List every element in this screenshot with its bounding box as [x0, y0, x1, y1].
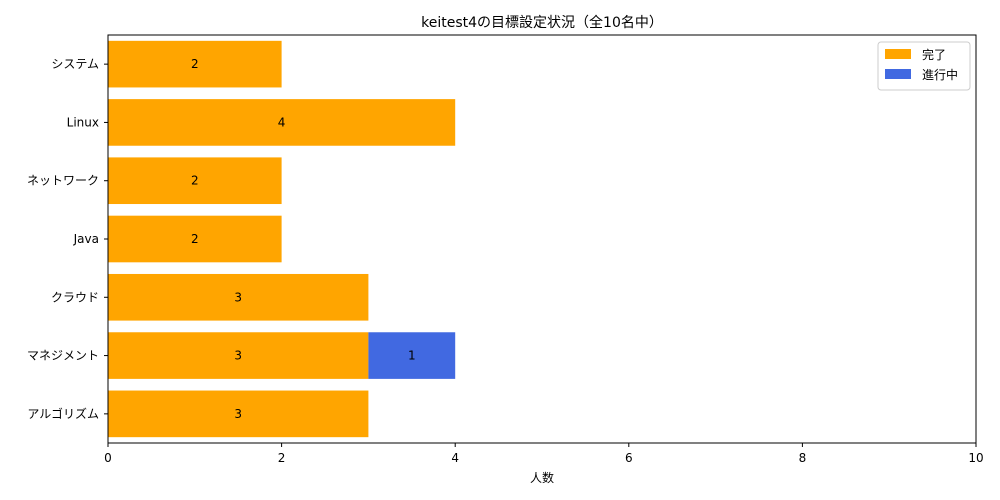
y-tick-label: クラウド: [51, 290, 99, 304]
bar-completed-4: [108, 273, 369, 321]
legend-label-in-progress: 進行中: [922, 67, 958, 82]
bars-group: [108, 40, 456, 438]
legend-swatch-in-progress: [885, 69, 911, 79]
bar-completed-3: [108, 215, 282, 263]
bar-completed-5: [108, 332, 369, 379]
x-tick-label: 6: [625, 451, 633, 465]
bar-value-label: 2: [191, 232, 199, 246]
bar-completed-0: [108, 40, 282, 88]
legend-swatch-completed: [885, 49, 911, 59]
x-axis-label: 人数: [530, 470, 554, 485]
x-tick-label: 8: [799, 451, 807, 465]
y-tick-label: アルゴリズム: [27, 406, 99, 421]
y-tick-label: Linux: [67, 115, 99, 129]
bar-value-label: 4: [278, 115, 286, 129]
bar-completed-6: [108, 390, 369, 438]
bar-in-progress-5: [368, 332, 456, 379]
bar-labels-group: 2 4 2 2 3 3 1 3: [191, 57, 416, 421]
bar-value-label: 3: [234, 290, 242, 304]
x-tick-label: 4: [451, 451, 459, 465]
x-tick-label: 0: [104, 451, 112, 465]
y-tick-label: Java: [73, 232, 99, 246]
chart-title: keitest4の目標設定状況（全10名中）: [421, 14, 663, 31]
y-tick-label: ネットワーク: [27, 174, 99, 188]
bar-value-label: 2: [191, 174, 199, 188]
plot-frame: [107, 34, 977, 444]
bar-value-label: 3: [234, 349, 242, 363]
y-tick-label: マネジメント: [27, 349, 99, 363]
x-tick-label: 10: [968, 451, 983, 465]
x-tick-label: 2: [278, 451, 286, 465]
legend-label-completed: 完了: [922, 47, 946, 62]
y-tick-label: システム: [51, 57, 99, 71]
bar-value-label: 2: [191, 57, 199, 71]
bar-completed-2: [108, 157, 282, 205]
bar-value-label: 3: [234, 407, 242, 421]
bar-completed-1: [108, 99, 456, 146]
bar-value-label: 1: [408, 349, 416, 363]
